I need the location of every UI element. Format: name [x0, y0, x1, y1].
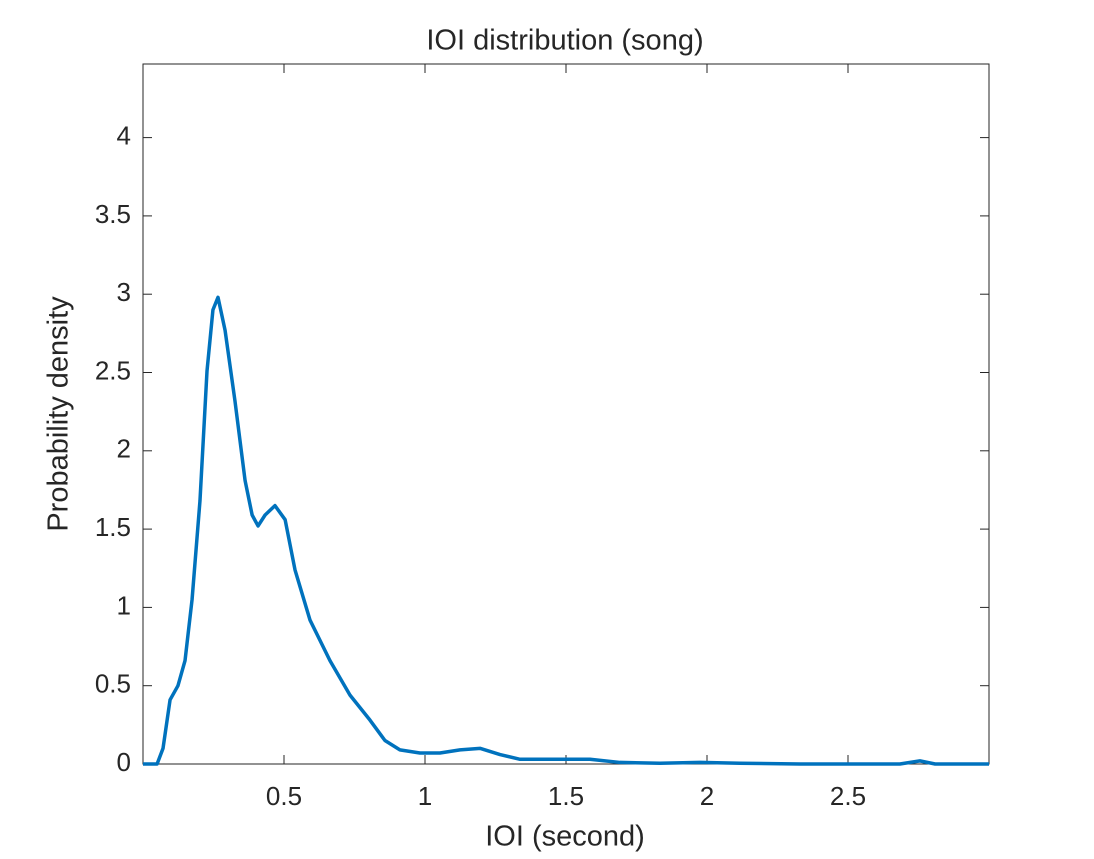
y-tick-label: 4: [117, 120, 131, 150]
x-axis-label: IOI (second): [485, 821, 645, 853]
y-tick-label: 2.5: [95, 355, 131, 385]
density-line: [143, 295, 989, 766]
x-tick-label: 2.5: [830, 781, 866, 811]
y-tick-label: 3.5: [95, 199, 131, 229]
y-tick-label: 0.5: [95, 669, 131, 699]
y-tick-label: 1.5: [95, 512, 131, 542]
y-tick-label: 1: [117, 590, 131, 620]
y-tick-label: 0: [117, 747, 131, 777]
x-tick-label: 0.5: [266, 781, 302, 811]
y-axis-label: Probability density: [43, 296, 75, 532]
y-tick-label: 3: [117, 277, 131, 307]
x-tick-label: 1: [418, 781, 432, 811]
plot-area: [142, 63, 990, 765]
x-tick-label: 2: [700, 781, 714, 811]
chart-title: IOI distribution (song): [426, 25, 703, 57]
x-tick-label: 1.5: [548, 781, 584, 811]
y-tick-label: 2: [117, 434, 131, 464]
